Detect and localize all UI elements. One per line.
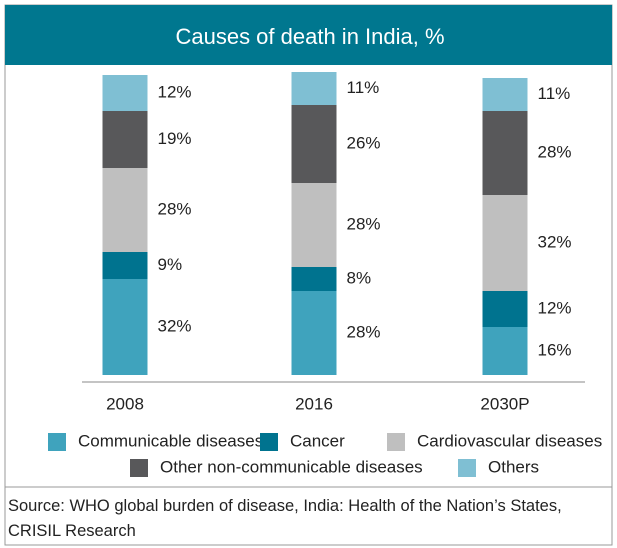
legend-swatch bbox=[48, 433, 66, 451]
bar-segment bbox=[102, 111, 148, 168]
value-label: 12% bbox=[158, 82, 192, 101]
legend-label: Cardiovascular diseases bbox=[417, 431, 602, 450]
value-label: 32% bbox=[538, 232, 572, 251]
legend-label: Other non-communicable diseases bbox=[160, 457, 423, 476]
bar-segment bbox=[482, 78, 528, 111]
value-label: 28% bbox=[347, 322, 381, 341]
bar-segment bbox=[291, 267, 337, 291]
x-tick-label: 2008 bbox=[106, 394, 144, 413]
title-bar bbox=[5, 5, 612, 65]
value-label: 26% bbox=[347, 133, 381, 152]
chart-title: Causes of death in India, % bbox=[175, 24, 444, 49]
bar-segment bbox=[102, 279, 148, 375]
legend-label: Others bbox=[488, 457, 539, 476]
bar-segment bbox=[482, 291, 528, 327]
x-tick-label: 2016 bbox=[295, 394, 333, 413]
legend-label: Cancer bbox=[290, 431, 345, 450]
legend-swatch bbox=[260, 433, 278, 451]
value-label: 11% bbox=[347, 78, 380, 97]
bar-segment bbox=[102, 75, 148, 111]
value-label: 28% bbox=[347, 214, 381, 233]
bar-segment bbox=[482, 195, 528, 291]
legend-swatch bbox=[130, 459, 148, 477]
bar-segment bbox=[291, 291, 337, 375]
x-tick-label: 2030P bbox=[480, 394, 529, 413]
value-label: 8% bbox=[347, 268, 372, 287]
bar-segment bbox=[102, 252, 148, 279]
bar-segment bbox=[291, 105, 337, 183]
value-label: 9% bbox=[158, 255, 183, 274]
bar-segment bbox=[291, 183, 337, 267]
value-label: 28% bbox=[538, 142, 572, 161]
value-label: 32% bbox=[158, 316, 192, 335]
bar-segment bbox=[102, 168, 148, 252]
value-label: 12% bbox=[538, 298, 572, 317]
source-note: Source: WHO global burden of disease, In… bbox=[8, 497, 562, 540]
value-label: 19% bbox=[158, 129, 192, 148]
bar-segment bbox=[482, 111, 528, 195]
bar-segment bbox=[482, 327, 528, 375]
value-label: 11% bbox=[538, 84, 571, 103]
legend-label: Communicable diseases bbox=[78, 431, 263, 450]
value-label: 28% bbox=[158, 199, 192, 218]
value-label: 16% bbox=[538, 340, 572, 359]
legend-swatch bbox=[387, 433, 405, 451]
bar-segment bbox=[291, 72, 337, 105]
legend-swatch bbox=[458, 459, 476, 477]
